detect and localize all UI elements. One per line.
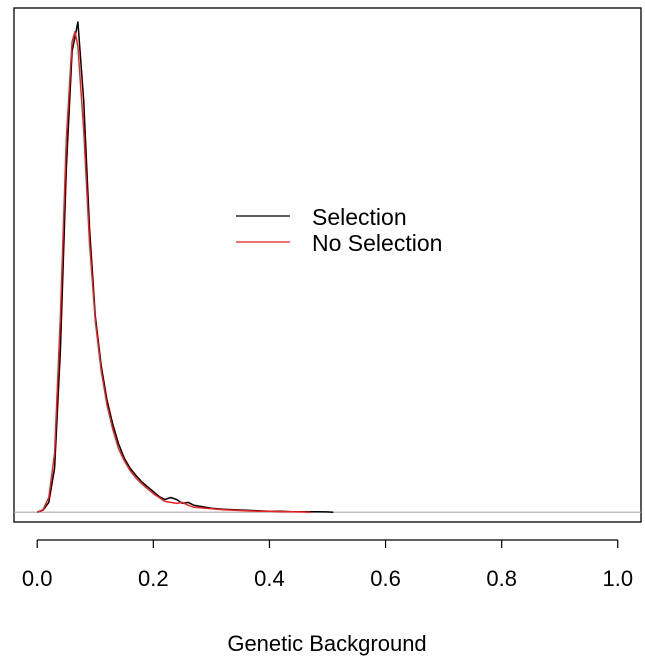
x-tick-label: 0.6 <box>370 566 401 591</box>
x-tick-label: 0.4 <box>254 566 285 591</box>
x-tick-label: 0.8 <box>486 566 517 591</box>
legend: Selection No Selection <box>236 204 442 256</box>
x-axis-label: Genetic Background <box>227 631 426 656</box>
x-tick-label: 0.2 <box>138 566 169 591</box>
series-layer <box>36 21 334 513</box>
plot-frame <box>13 7 642 523</box>
series-line-no-selection <box>36 31 311 513</box>
x-tick-label: 1.0 <box>602 566 633 591</box>
legend-label-selection: Selection <box>312 204 407 230</box>
x-axis: 0.0 0.2 0.4 0.6 0.8 1.0 <box>22 539 633 591</box>
legend-label-no-selection: No Selection <box>312 230 442 256</box>
x-tick-label: 0.0 <box>22 566 53 591</box>
